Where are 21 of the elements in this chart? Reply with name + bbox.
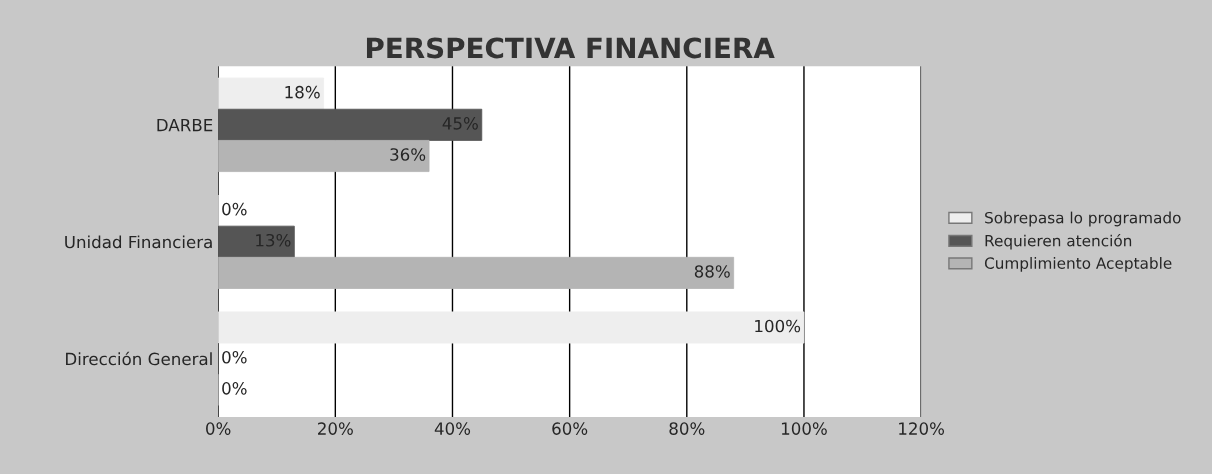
x-tick-label: 80%	[669, 422, 705, 435]
x-tick-label: 0%	[206, 422, 231, 435]
data-label: 18%	[285, 85, 320, 99]
y-tick-label: Unidad Financiera	[65, 235, 212, 249]
data-label: 100%	[755, 319, 801, 333]
data-label: 0%	[222, 202, 247, 216]
chart-title: PERSPECTIVA FINANCIERA	[366, 37, 775, 59]
data-label: 88%	[694, 265, 730, 278]
legend-label: Cumplimiento Aceptable	[984, 257, 1172, 272]
x-tick-label: 100%	[781, 422, 827, 435]
y-tick-label: Dirección General	[66, 351, 212, 366]
legend-label: Sobrepasa lo programado	[985, 211, 1181, 227]
x-tick-label: 20%	[318, 422, 353, 435]
x-tick-label: 60%	[552, 422, 588, 435]
data-label: 36%	[390, 148, 426, 161]
y-tick-label: DARBE	[157, 119, 213, 132]
x-tick-label: 40%	[434, 422, 471, 435]
x-tick-label: 120%	[899, 422, 945, 435]
data-label: 0%	[222, 382, 247, 395]
data-label: 0%	[222, 350, 247, 364]
legend-label: Requieren atención	[985, 234, 1132, 250]
